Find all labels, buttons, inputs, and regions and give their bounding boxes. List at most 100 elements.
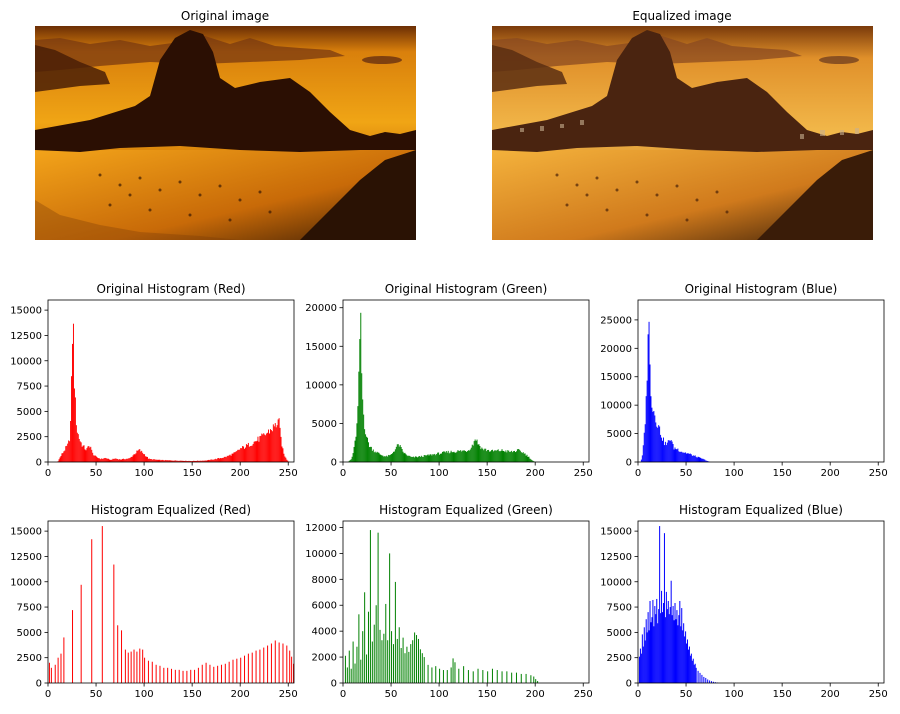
- x-tick-label: 150: [773, 689, 792, 700]
- histogram-bar: [373, 624, 375, 683]
- x-tick-label: 250: [574, 468, 593, 479]
- histogram-bar: [271, 431, 273, 462]
- histogram-bar: [452, 452, 454, 462]
- histogram-bar: [162, 459, 164, 462]
- histogram-bar: [244, 448, 245, 462]
- histogram-bar: [244, 655, 246, 683]
- histogram-bar: [123, 459, 125, 462]
- histogram-bar: [477, 668, 479, 683]
- histogram-bar: [665, 445, 667, 462]
- histogram-bar: [97, 458, 99, 462]
- histogram-bar: [124, 649, 126, 683]
- histogram-bar: [703, 676, 705, 683]
- histogram-bar: [57, 657, 59, 683]
- x-tick-label: 0: [340, 689, 346, 700]
- x-tick-label: 50: [385, 689, 398, 700]
- histogram-bar: [504, 452, 506, 462]
- histogram-bar: [425, 455, 427, 462]
- histogram-bar: [381, 455, 383, 462]
- histogram-bar: [138, 449, 140, 462]
- histogram-bar: [427, 664, 429, 683]
- histogram-bar: [376, 451, 378, 462]
- histogram-bar: [465, 451, 466, 462]
- histogram-bar: [409, 455, 411, 462]
- histogram-bar: [500, 450, 502, 462]
- histogram-bar: [400, 648, 402, 683]
- histogram-bar: [161, 459, 163, 462]
- histogram-bar: [394, 449, 396, 462]
- histogram-bar: [104, 457, 106, 462]
- x-tick-label: 150: [478, 468, 497, 479]
- x-tick-label: 100: [725, 468, 744, 479]
- histogram-bar: [449, 452, 451, 462]
- histogram-bar: [99, 459, 101, 462]
- histogram-bar: [353, 446, 355, 462]
- histogram-bar: [423, 455, 425, 462]
- histogram-bar: [176, 460, 178, 462]
- histogram-bar: [277, 419, 279, 462]
- histogram-bar: [222, 457, 224, 462]
- histogram-bar: [232, 453, 234, 462]
- histogram-bar: [452, 658, 454, 683]
- histogram-bar: [439, 454, 441, 462]
- histogram-bar: [495, 450, 497, 462]
- plot-title: Original Histogram (Blue): [685, 282, 838, 296]
- x-tick-label: 0: [45, 689, 51, 700]
- histogram-bar: [83, 445, 85, 462]
- histogram-bar: [54, 664, 56, 683]
- histogram-bar: [118, 459, 120, 462]
- histogram-bar: [183, 460, 185, 462]
- histogram-bar: [707, 679, 709, 683]
- histogram-bar: [517, 448, 519, 462]
- histogram-bar: [171, 668, 172, 683]
- histogram-bar: [167, 667, 169, 683]
- histogram-bar: [228, 661, 230, 683]
- histogram-bar: [268, 429, 270, 462]
- histogram-bar: [487, 671, 489, 683]
- y-tick-label: 10000: [600, 401, 632, 412]
- histogram-bar: [702, 458, 704, 462]
- histogram-plot-4: Histogram Equalized (Red) 0 50 100 150 200 250…: [10, 503, 298, 700]
- y-tick-label: 12000: [305, 523, 337, 534]
- histogram-bar: [661, 590, 663, 683]
- histogram-bar: [668, 440, 670, 462]
- histogram-bar: [379, 629, 381, 683]
- histogram-bar: [435, 455, 437, 462]
- histogram-bar: [428, 455, 430, 462]
- histogram-bar: [484, 448, 486, 462]
- histogram-bar: [501, 671, 503, 683]
- histogram-bar: [80, 442, 82, 462]
- histogram-bar: [667, 440, 669, 462]
- histogram-bar: [137, 450, 139, 462]
- histogram-bar: [654, 606, 656, 683]
- histogram-bar: [135, 453, 137, 462]
- histogram-bar: [663, 533, 665, 683]
- histogram-bar: [471, 444, 473, 462]
- original-photo: [35, 26, 416, 240]
- histogram-bar: [396, 638, 398, 683]
- histogram-bar: [386, 455, 388, 462]
- histogram-bar: [678, 615, 680, 683]
- histogram-bar: [283, 453, 285, 462]
- histogram-bar: [469, 449, 471, 462]
- histogram-bar: [515, 672, 517, 683]
- histogram-bar: [506, 452, 508, 462]
- histogram-bar: [134, 454, 136, 462]
- histogram-bar: [683, 452, 685, 462]
- histogram-bar: [383, 456, 385, 462]
- histogram-bar: [418, 456, 420, 462]
- histogram-bar: [234, 452, 236, 462]
- histogram-bar: [206, 460, 208, 462]
- histogram-bar: [59, 457, 61, 462]
- x-tick-label: 50: [90, 468, 103, 479]
- histogram-bar: [650, 396, 652, 462]
- histogram-bar: [90, 446, 92, 462]
- histogram-bar: [214, 459, 216, 462]
- histogram-bar: [259, 436, 261, 462]
- histogram-bar: [414, 632, 416, 683]
- histogram-bar: [406, 646, 408, 683]
- x-tick-label: 0: [340, 468, 346, 479]
- histogram-bar: [141, 450, 143, 462]
- histogram-bar: [525, 455, 527, 462]
- y-tick-label: 15000: [600, 527, 632, 538]
